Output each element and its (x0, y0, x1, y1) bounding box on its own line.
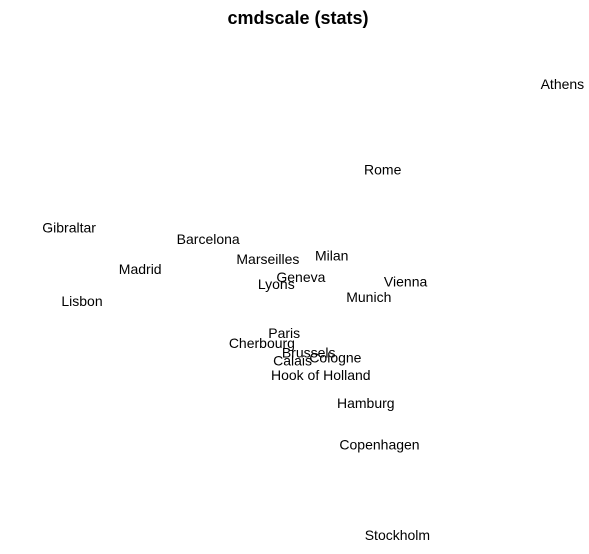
point-label: Athens (541, 76, 585, 92)
point-label: Rome (364, 161, 402, 177)
point-label: Lisbon (61, 293, 102, 309)
points-layer: AthensBarcelonaBrusselsCalaisCherbourgCo… (42, 76, 584, 543)
chart-title: cmdscale (stats) (227, 8, 368, 28)
point-label: Cologne (309, 349, 361, 365)
point-label: Stockholm (365, 527, 430, 543)
point-label: Hamburg (337, 395, 395, 411)
point-label: Lyons (258, 276, 295, 292)
point-label: Barcelona (177, 231, 240, 247)
point-label: Munich (346, 289, 391, 305)
point-label: Vienna (384, 274, 428, 290)
point-label: Hook of Holland (271, 367, 371, 383)
point-label: Paris (268, 325, 300, 341)
point-label: Gibraltar (42, 219, 96, 235)
point-label: Madrid (119, 261, 162, 277)
point-label: Calais (273, 352, 312, 368)
point-label: Milan (315, 247, 348, 263)
point-label: Marseilles (236, 251, 299, 267)
point-label: Copenhagen (339, 437, 419, 453)
